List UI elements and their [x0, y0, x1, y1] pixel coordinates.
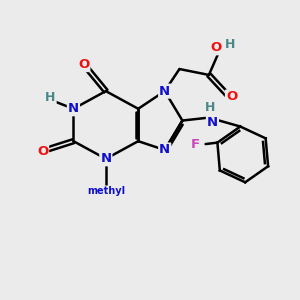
Text: H: H: [225, 38, 236, 50]
Text: O: O: [78, 58, 89, 71]
Text: O: O: [211, 41, 222, 54]
Text: N: N: [68, 102, 79, 115]
Text: N: N: [159, 143, 170, 157]
Text: methyl: methyl: [87, 186, 125, 196]
Text: H: H: [45, 91, 56, 104]
Text: N: N: [100, 152, 111, 165]
Text: O: O: [37, 145, 48, 158]
Text: N: N: [207, 116, 218, 129]
Text: H: H: [205, 101, 215, 114]
Text: O: O: [226, 91, 237, 103]
Text: F: F: [191, 138, 200, 151]
Text: N: N: [159, 85, 170, 98]
